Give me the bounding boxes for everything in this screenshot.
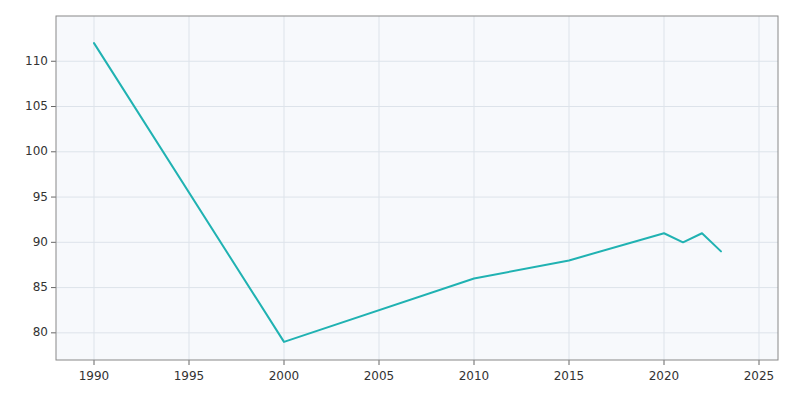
- x-grid-line: [569, 16, 570, 360]
- x-tick-label: 2020: [649, 369, 680, 383]
- data-line: [94, 43, 721, 342]
- x-tick: [284, 360, 285, 365]
- x-tick: [664, 360, 665, 365]
- x-grid-line: [759, 16, 760, 360]
- axes: 80 85 90 95 100 105 110 1990 1995 2000 2005 2010 201…: [25, 54, 774, 383]
- y-tick: [51, 332, 56, 333]
- y-tick-label: 80: [33, 325, 48, 339]
- grid: [56, 16, 778, 360]
- plot-background: [56, 16, 778, 360]
- x-tick: [189, 360, 190, 365]
- x-tick-label: 1995: [174, 369, 205, 383]
- x-tick: [94, 360, 95, 365]
- x-tick-label: 2025: [744, 369, 775, 383]
- x-grid-line: [94, 16, 95, 360]
- x-tick: [474, 360, 475, 365]
- x-grid-line: [474, 16, 475, 360]
- x-tick-label: 2010: [459, 369, 490, 383]
- y-tick-label: 85: [33, 280, 48, 294]
- y-tick-label: 90: [33, 235, 48, 249]
- x-tick: [569, 360, 570, 365]
- y-tick: [51, 61, 56, 62]
- y-tick: [51, 287, 56, 288]
- data-group: [94, 43, 721, 342]
- y-grid-line: [56, 197, 778, 198]
- chart-container: 80 85 90 95 100 105 110 1990 1995 2000 2005 2010 201…: [0, 0, 800, 400]
- y-tick-label: 100: [25, 144, 48, 158]
- x-tick: [379, 360, 380, 365]
- x-grid-line: [379, 16, 380, 360]
- y-grid-line: [56, 242, 778, 243]
- y-tick-label: 110: [25, 54, 48, 68]
- y-tick-label: 105: [25, 99, 48, 113]
- y-tick: [51, 242, 56, 243]
- x-tick-label: 1990: [79, 369, 110, 383]
- x-grid-line: [189, 16, 190, 360]
- x-tick: [759, 360, 760, 365]
- y-tick: [51, 197, 56, 198]
- y-grid-line: [56, 106, 778, 107]
- chart-svg: 80 85 90 95 100 105 110 1990 1995 2000 2005 2010 201…: [0, 0, 800, 400]
- y-grid-line: [56, 287, 778, 288]
- y-tick: [51, 151, 56, 152]
- x-grid-line: [664, 16, 665, 360]
- y-grid-line: [56, 332, 778, 333]
- y-grid-line: [56, 61, 778, 62]
- y-tick-label: 95: [33, 190, 48, 204]
- x-tick-label: 2000: [269, 369, 300, 383]
- plot-frame: [56, 16, 778, 360]
- x-grid-line: [284, 16, 285, 360]
- x-tick-label: 2005: [364, 369, 395, 383]
- y-tick: [51, 106, 56, 107]
- x-tick-label: 2015: [554, 369, 585, 383]
